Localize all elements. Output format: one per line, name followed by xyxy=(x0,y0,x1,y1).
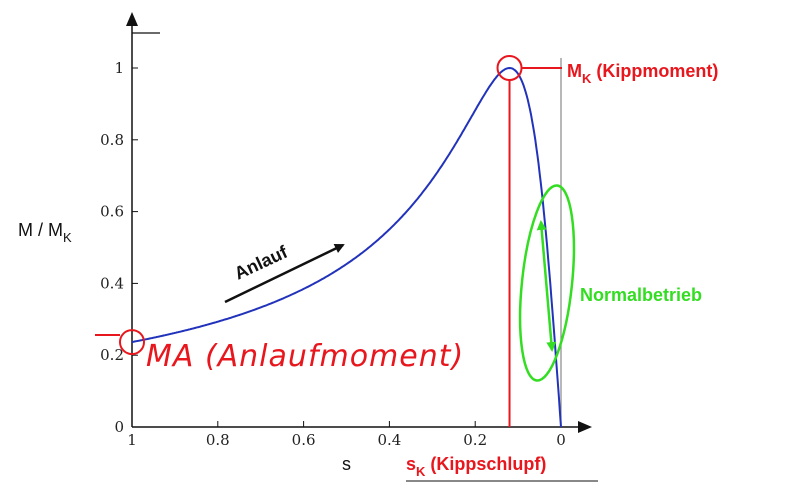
normalbetrieb-ellipse xyxy=(518,184,576,382)
anlaufmoment-handwritten-label: MA (Anlaufmoment) xyxy=(146,339,464,374)
y-axis-arrow xyxy=(126,12,138,26)
anlaufmoment-marker xyxy=(119,329,145,356)
kippmoment-label: MK (Kippmoment) xyxy=(567,61,718,86)
y-axis-label-sub: K xyxy=(63,230,72,245)
kippschlupf-label: sK (Kippschlupf) xyxy=(406,454,546,479)
x-tick-label: 0.2 xyxy=(463,431,487,449)
kippmoment-label-sub: K xyxy=(582,71,592,86)
kippschlupf-label-main: s xyxy=(406,454,416,474)
kippschlupf-label-text: (Kippschlupf) xyxy=(425,454,546,474)
y-tick-label: 0.8 xyxy=(100,131,124,149)
axes xyxy=(126,12,592,433)
torque-slip-curve xyxy=(131,66,562,428)
y-tick-label: 0.6 xyxy=(100,203,124,221)
anlauf-label: Anlauf xyxy=(231,241,291,283)
normalbetrieb-arrow xyxy=(536,220,557,352)
x-tick-label: 0.8 xyxy=(206,431,230,449)
x-axis-label: s xyxy=(342,454,351,474)
y-tick-label: 0.2 xyxy=(100,346,124,364)
y-axis-label-main: M / M xyxy=(18,220,63,240)
normalbetrieb-label: Normalbetrieb xyxy=(580,285,702,305)
y-axis-label: M / MK xyxy=(18,220,72,245)
x-tick-label: 0.4 xyxy=(377,431,401,449)
x-tick-label: 1 xyxy=(127,431,137,449)
y-tick-label: 0 xyxy=(114,418,124,436)
x-axis-arrow xyxy=(578,421,592,433)
kippmoment-label-main: M xyxy=(567,61,582,81)
kippschlupf-label-sub: K xyxy=(416,464,426,479)
ticks: 1 0.8 0.6 0.4 0.2 0 0 0.2 0.4 0.6 0.8 1 xyxy=(100,59,566,449)
y-tick-label: 0.4 xyxy=(100,274,124,292)
y-tick-label: 1 xyxy=(114,59,124,77)
x-tick-label: 0 xyxy=(556,431,566,449)
x-tick-label: 0.6 xyxy=(292,431,316,449)
kippmoment-label-text: (Kippmoment) xyxy=(591,61,718,81)
anlauf-arrow xyxy=(224,243,345,304)
